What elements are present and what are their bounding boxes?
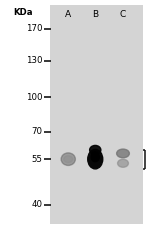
Ellipse shape <box>91 152 99 162</box>
Text: 170: 170 <box>26 24 43 33</box>
Ellipse shape <box>118 159 128 167</box>
Ellipse shape <box>61 153 75 165</box>
Text: 55: 55 <box>32 155 43 164</box>
Text: 40: 40 <box>32 200 43 210</box>
Text: KDa: KDa <box>14 8 33 17</box>
Text: B: B <box>92 10 98 19</box>
Ellipse shape <box>117 149 129 158</box>
Ellipse shape <box>90 145 101 155</box>
Ellipse shape <box>88 150 103 169</box>
Text: 130: 130 <box>26 56 43 65</box>
Ellipse shape <box>64 156 73 163</box>
Text: 100: 100 <box>26 93 43 102</box>
Text: 70: 70 <box>32 127 43 136</box>
Text: A: A <box>65 10 71 19</box>
Bar <box>50 5 143 224</box>
Text: C: C <box>120 10 126 19</box>
